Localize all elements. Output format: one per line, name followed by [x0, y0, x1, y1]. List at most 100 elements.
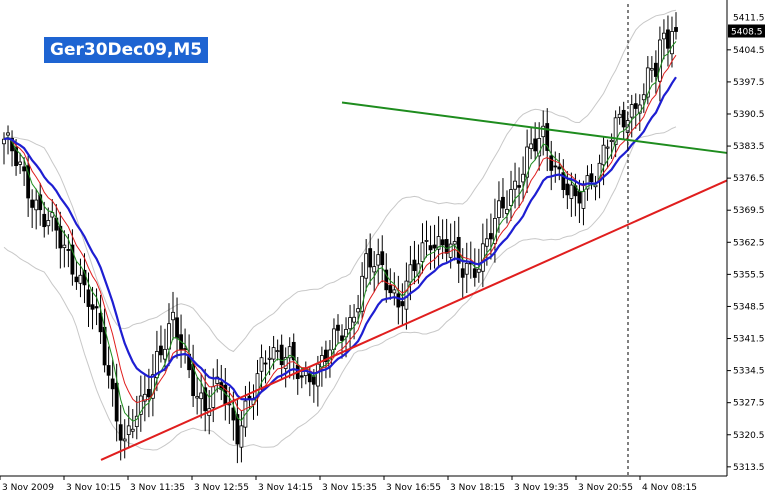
- y-tick-label: 5327.5: [733, 399, 765, 409]
- y-tick-label: 5362.5: [733, 238, 765, 248]
- x-axis-ticks: 3 Nov 2009 3 Nov 10:15 3 Nov 11:35 3 Nov 12…: [0, 476, 697, 493]
- candle: [372, 251, 377, 293]
- candle: [621, 101, 626, 140]
- candle-body: [432, 244, 437, 249]
- candle: [670, 16, 674, 68]
- candle: [46, 207, 51, 235]
- candle: [98, 294, 103, 344]
- candle-body: [613, 117, 618, 145]
- candle-body: [674, 27, 678, 32]
- candle-body: [476, 268, 481, 273]
- candle-body: [372, 266, 377, 273]
- candles: [2, 12, 678, 464]
- candle: [142, 373, 147, 422]
- candle: [122, 419, 127, 459]
- candle: [199, 373, 204, 419]
- candle-body: [336, 324, 340, 331]
- candle-body: [163, 348, 167, 360]
- candle-body: [376, 254, 381, 266]
- candle: [247, 381, 252, 410]
- candle: [235, 398, 240, 464]
- resistance-line: [341, 101, 728, 154]
- candle-body: [38, 194, 43, 211]
- candle-body: [505, 208, 509, 214]
- candle: [271, 335, 276, 370]
- candle-body: [501, 196, 505, 209]
- candle: [662, 19, 666, 60]
- candle: [263, 350, 268, 384]
- candle: [444, 218, 449, 262]
- candle-body: [159, 345, 163, 356]
- x-tick-label: 3 Nov 20:55: [578, 483, 633, 493]
- top-price-label: 5411.5: [733, 14, 765, 24]
- candle-body: [267, 357, 272, 360]
- candle-body: [78, 274, 83, 284]
- y-tick-label: 5355.5: [733, 270, 765, 280]
- candle: [130, 409, 135, 439]
- candle-body: [549, 155, 554, 171]
- candle-body: [424, 240, 429, 242]
- ma-slow-line: [3, 76, 677, 401]
- price-labels: 5411.5 5408.5: [728, 14, 765, 38]
- candle-body: [428, 245, 433, 251]
- candle: [175, 297, 179, 359]
- candle: [58, 211, 63, 269]
- candle-body: [114, 382, 119, 422]
- candle-body: [360, 275, 365, 312]
- candle-body: [299, 375, 304, 378]
- candle-body: [666, 29, 670, 49]
- candle: [239, 410, 244, 463]
- candle-body: [142, 393, 147, 402]
- candle-body: [307, 373, 312, 383]
- candle: [480, 223, 485, 288]
- candle: [352, 304, 356, 340]
- candle: [159, 325, 163, 363]
- candle-body: [521, 173, 525, 183]
- candle-body: [364, 253, 369, 279]
- candle: [593, 175, 598, 201]
- candle: [231, 391, 236, 441]
- candle: [74, 260, 79, 290]
- candle-body: [58, 225, 63, 249]
- candle: [509, 170, 513, 221]
- candle: [653, 50, 658, 94]
- candle-body: [138, 395, 143, 415]
- candle-body: [529, 143, 534, 149]
- x-tick-label: 4 Nov 08:15: [642, 483, 697, 493]
- candle-body: [605, 146, 610, 149]
- candle: [315, 355, 320, 407]
- candle-body: [332, 328, 336, 350]
- candle-body: [106, 365, 111, 376]
- ma-fast-line: [3, 41, 677, 422]
- candle-body: [637, 104, 642, 114]
- candle-body: [541, 125, 546, 138]
- candle: [78, 258, 83, 298]
- candle: [243, 385, 248, 437]
- candle: [666, 15, 670, 67]
- current-price-label: 5408.5: [731, 27, 763, 37]
- candle-body: [565, 183, 570, 196]
- candle: [436, 216, 441, 268]
- candle-body: [545, 123, 550, 151]
- candle-body: [22, 166, 27, 172]
- candle: [412, 240, 417, 285]
- candle: [432, 224, 437, 269]
- candle-body: [283, 357, 288, 369]
- candle-body: [155, 351, 159, 379]
- candle-body: [183, 348, 187, 350]
- candle-body: [380, 251, 385, 266]
- candle-body: [34, 199, 39, 211]
- current-price-box: [728, 24, 765, 38]
- ma-mid-line: [3, 54, 677, 412]
- candle: [10, 130, 14, 167]
- candle-body: [62, 244, 67, 249]
- candle: [529, 126, 534, 160]
- candle: [605, 139, 610, 169]
- candle: [364, 239, 369, 292]
- candle-body: [110, 378, 115, 390]
- candle: [219, 364, 224, 401]
- candle-body: [42, 213, 47, 228]
- candle-body: [291, 341, 296, 361]
- candle-body: [171, 311, 175, 321]
- candle-body: [239, 425, 244, 448]
